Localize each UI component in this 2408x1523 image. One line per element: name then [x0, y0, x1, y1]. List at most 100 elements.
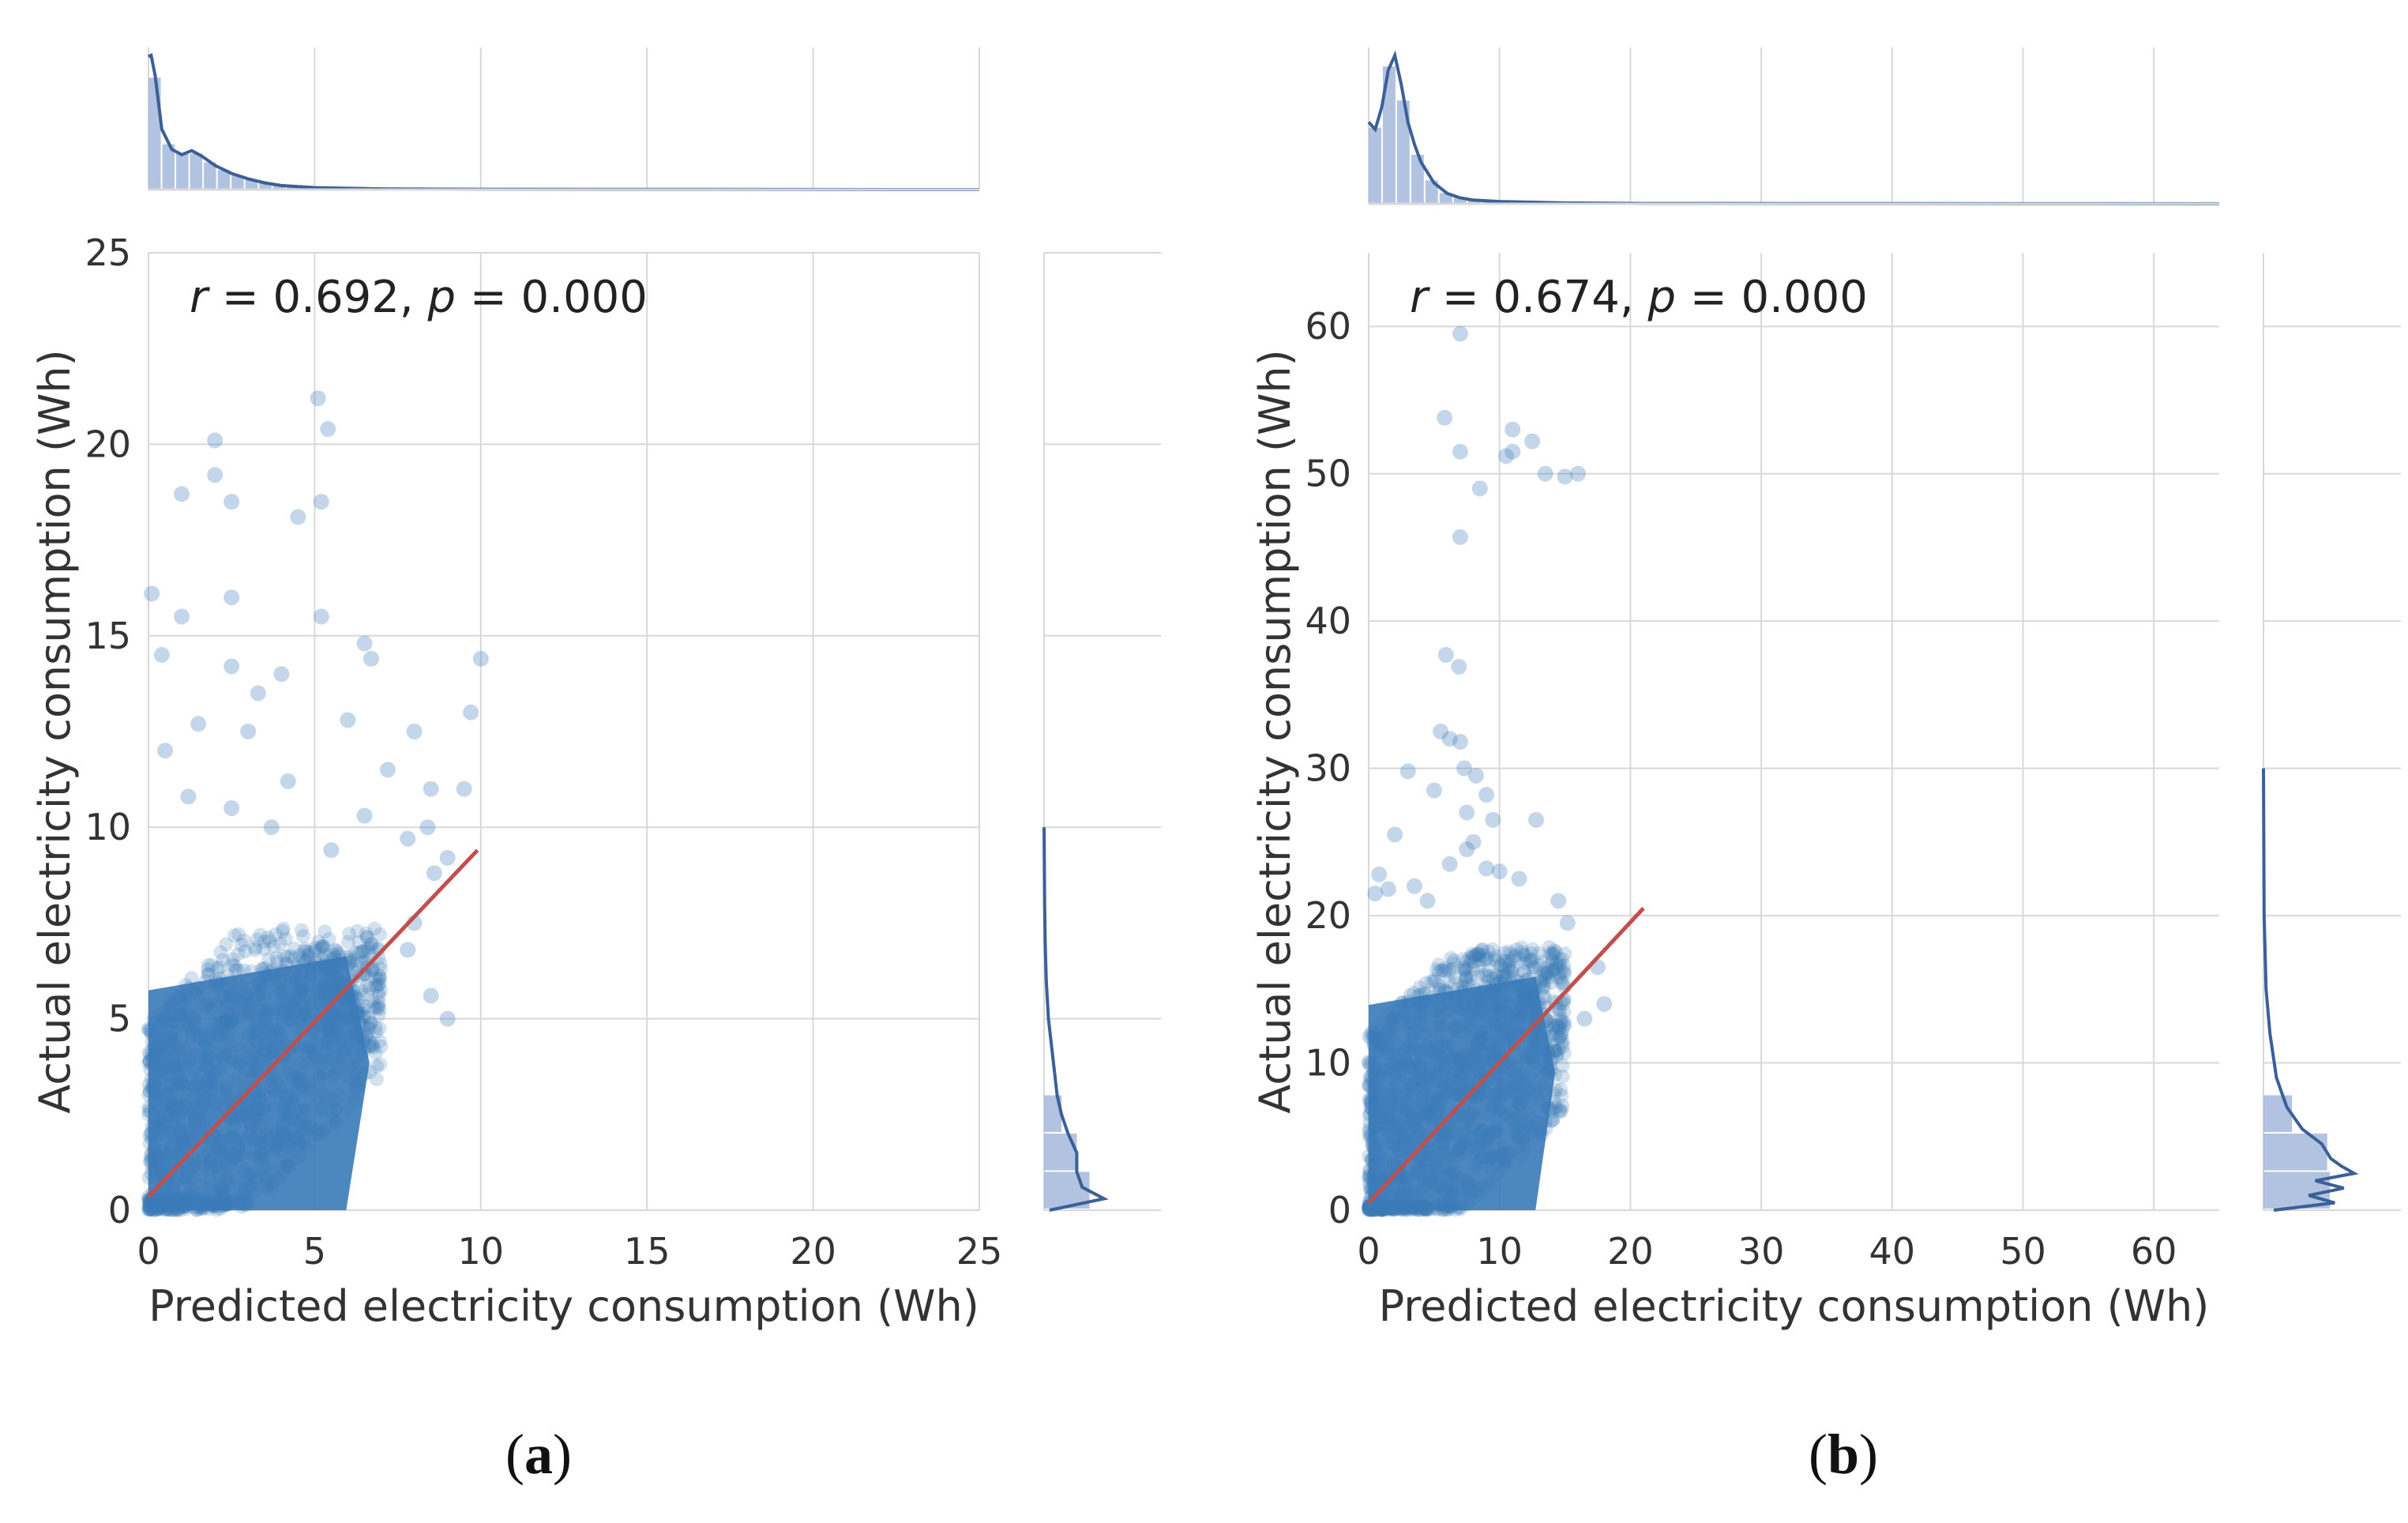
scatter-outlier-point — [439, 849, 456, 866]
x-tick-label: 30 — [1738, 1230, 1785, 1273]
scatter-outlier-point — [280, 773, 296, 790]
scatter-point — [1459, 954, 1474, 969]
scatter-point — [250, 932, 265, 947]
scatter-point — [1445, 961, 1460, 976]
scatter-outlier-point — [323, 842, 340, 859]
scatter-point — [359, 930, 374, 945]
scatter-point — [1553, 971, 1568, 986]
scatter-point — [374, 983, 389, 998]
scatter-point — [1479, 968, 1494, 983]
scatter-point — [1549, 944, 1564, 959]
scatter-point — [1463, 970, 1478, 985]
scatter-point — [1407, 986, 1422, 1001]
scatter-point — [1557, 966, 1572, 981]
scatter-point — [1467, 954, 1482, 969]
scatter-outlier-point — [224, 799, 240, 816]
scatter-point — [1550, 970, 1565, 985]
marginal-x-kde — [1367, 50, 2220, 205]
scatter-point — [1555, 1023, 1570, 1038]
scatter-point — [355, 944, 370, 959]
scatter-point — [1490, 953, 1505, 968]
scatter-outlier-point — [207, 467, 224, 483]
scatter-point — [1515, 945, 1530, 960]
scatter-point — [1508, 948, 1523, 963]
scatter-point — [1498, 957, 1513, 972]
scatter-outlier-point — [363, 650, 379, 667]
scatter-point — [1487, 952, 1502, 967]
scatter-point — [1534, 969, 1549, 984]
scatter-point — [1545, 946, 1560, 961]
scatter-point — [1546, 1020, 1561, 1035]
scatter-point — [1516, 947, 1531, 962]
scatter-point — [347, 957, 363, 972]
x-tick-label: 40 — [1869, 1230, 1915, 1273]
scatter-point — [1486, 971, 1501, 986]
regression-line — [147, 848, 479, 1198]
scatter-point — [1495, 967, 1510, 982]
scatter-point — [368, 970, 383, 985]
scatter-point — [1459, 975, 1474, 990]
marginal-x-bar — [1382, 66, 1396, 204]
scatter-point — [212, 960, 227, 975]
scatter-outlier-point — [463, 704, 479, 720]
scatter-point — [1517, 956, 1532, 971]
scatter-point — [1556, 1014, 1571, 1029]
scatter-point — [234, 938, 249, 953]
y-axis-label: Actual electricity consumption (Wh) — [1250, 349, 1300, 1113]
scatter-point — [1444, 950, 1459, 965]
scatter-outlier-point — [1426, 782, 1442, 799]
scatter-point — [1493, 957, 1508, 972]
scatter-point — [1474, 942, 1490, 957]
scatter-point — [363, 1015, 378, 1030]
scatter-point — [1552, 966, 1567, 981]
scatter-point — [261, 952, 276, 967]
scatter-point — [1456, 961, 1471, 976]
scatter-point — [316, 938, 331, 953]
scatter-point — [266, 939, 281, 954]
scatter-outlier-point — [1459, 804, 1475, 821]
marginal-y-bar — [1044, 1095, 1062, 1133]
scatter-point — [1514, 940, 1529, 955]
x-tick-label: 25 — [956, 1230, 1003, 1273]
x-tick-label: 10 — [1476, 1230, 1523, 1273]
scatter-point — [269, 950, 284, 965]
y-tick-label: 0 — [108, 1189, 131, 1232]
scatter-point — [1481, 944, 1496, 959]
annotation-p-symbol: p — [426, 272, 456, 323]
scatter-point — [354, 944, 369, 959]
scatter-point — [1545, 962, 1560, 977]
panel-b: 0 10 20 30 40 50 60 0 10 20 30 40 50 60 Predicted elec… — [1250, 47, 2401, 1331]
scatter-outlier-point — [313, 494, 329, 510]
scatter-point — [1464, 954, 1479, 969]
scatter-point — [1554, 1089, 1569, 1104]
scatter-point — [1538, 967, 1553, 982]
scatter-outlier-point — [310, 390, 326, 407]
scatter-point — [296, 944, 311, 959]
scatter-point — [1457, 962, 1472, 977]
scatter-outlier-point — [1550, 893, 1567, 909]
scatter-point — [1429, 962, 1444, 977]
scatter-point — [1545, 962, 1560, 977]
scatter-point — [359, 930, 374, 945]
scatter-point — [1477, 948, 1492, 963]
scatter-point — [356, 967, 371, 982]
scatter-point — [1497, 946, 1512, 961]
annotation-p-symbol: p — [1647, 272, 1676, 323]
marginal-y-kde — [1042, 827, 1109, 1212]
scatter-outlier-point — [356, 807, 373, 824]
scatter-point — [292, 948, 307, 963]
scatter-point — [365, 994, 380, 1009]
scatter-outlier-point — [224, 589, 240, 606]
y-tick-label: 5 — [108, 998, 131, 1040]
scatter-point — [1549, 1026, 1564, 1041]
scatter-point — [1555, 1033, 1570, 1048]
scatter-point — [1555, 1070, 1570, 1085]
scatter-outlier-point — [1471, 480, 1488, 497]
scatter-point — [1549, 956, 1564, 971]
gridlines — [148, 47, 1161, 1211]
scatter-point — [1501, 961, 1516, 976]
marginal-y-kde — [2262, 768, 2359, 1212]
scatter-outlier-point — [406, 724, 423, 739]
scatter-outlier-point — [207, 432, 224, 449]
scatter-point — [1503, 953, 1518, 968]
